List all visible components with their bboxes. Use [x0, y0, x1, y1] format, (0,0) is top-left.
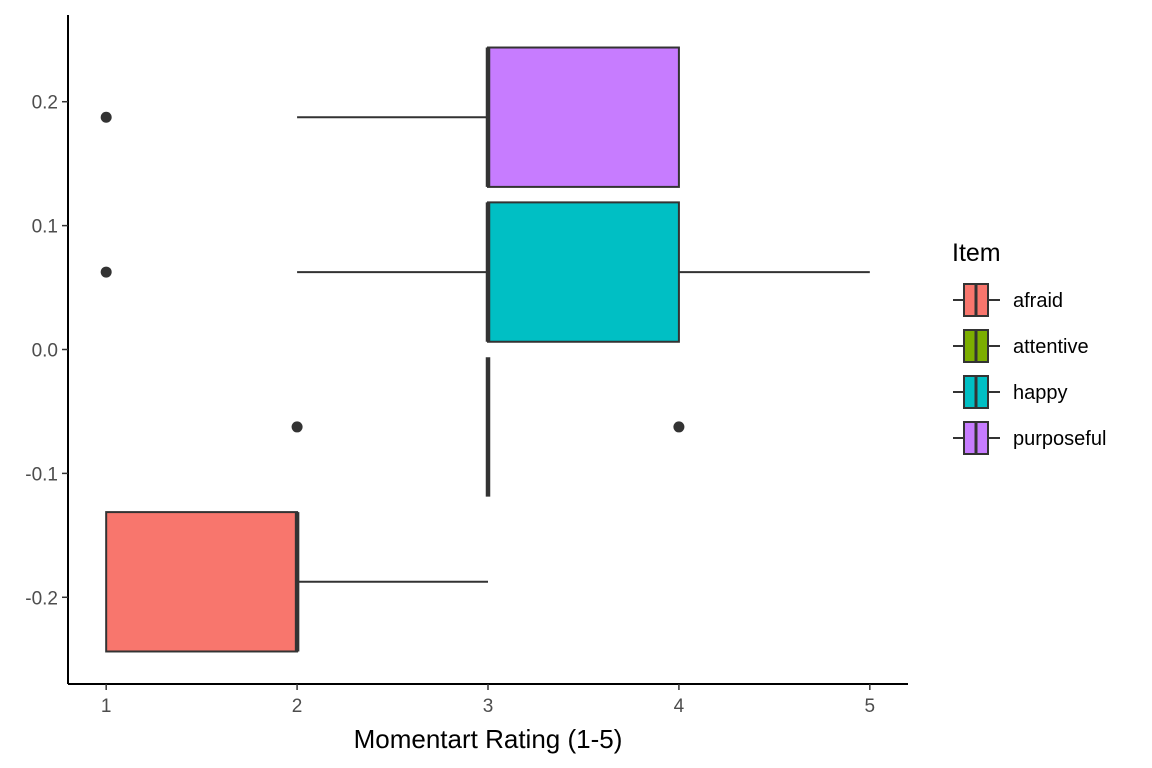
legend: Item afraid attentive happy purposeful: [952, 239, 1106, 455]
y-tick-label: -0.1: [25, 464, 58, 485]
legend-label: afraid: [1013, 290, 1063, 312]
legend-item-purposeful: purposeful: [953, 421, 1106, 455]
box-attentive: [291, 357, 685, 497]
y-tick-label: -0.2: [25, 588, 58, 609]
x-tick-label: 2: [292, 696, 303, 717]
y-tick-label: 0.0: [32, 341, 58, 362]
x-tick-label: 1: [101, 696, 112, 717]
box-happy: [100, 201, 870, 343]
y-tick-label: 0.2: [32, 93, 58, 114]
legend-label: happy: [1013, 382, 1068, 404]
box-purposeful: [100, 46, 680, 188]
legend-item-afraid: afraid: [953, 283, 1063, 317]
box-body: [487, 201, 680, 343]
outlier-point: [100, 266, 112, 278]
legend-item-happy: happy: [953, 375, 1068, 409]
x-tick-label: 3: [483, 696, 494, 717]
plot-area: [100, 46, 870, 653]
box-body: [105, 511, 299, 653]
x-tick-label: 4: [674, 696, 685, 717]
outlier-point: [291, 421, 303, 433]
legend-item-attentive: attentive: [953, 329, 1089, 363]
x-tick-label: 5: [865, 696, 876, 717]
outlier-point: [673, 421, 685, 433]
x-axis-title: Momentart Rating (1-5): [354, 724, 623, 754]
legend-title: Item: [952, 239, 1001, 267]
y-tick-label: 0.1: [32, 217, 58, 238]
box-afraid: [105, 511, 488, 653]
legend-label: purposeful: [1013, 428, 1106, 450]
y-axis: 0.2 0.1 0.0 -0.1 -0.2: [25, 93, 68, 609]
x-axis: 1 2 3 4 5: [101, 684, 875, 717]
box-body: [487, 46, 680, 188]
outlier-point: [100, 111, 112, 123]
legend-label: attentive: [1013, 336, 1089, 358]
